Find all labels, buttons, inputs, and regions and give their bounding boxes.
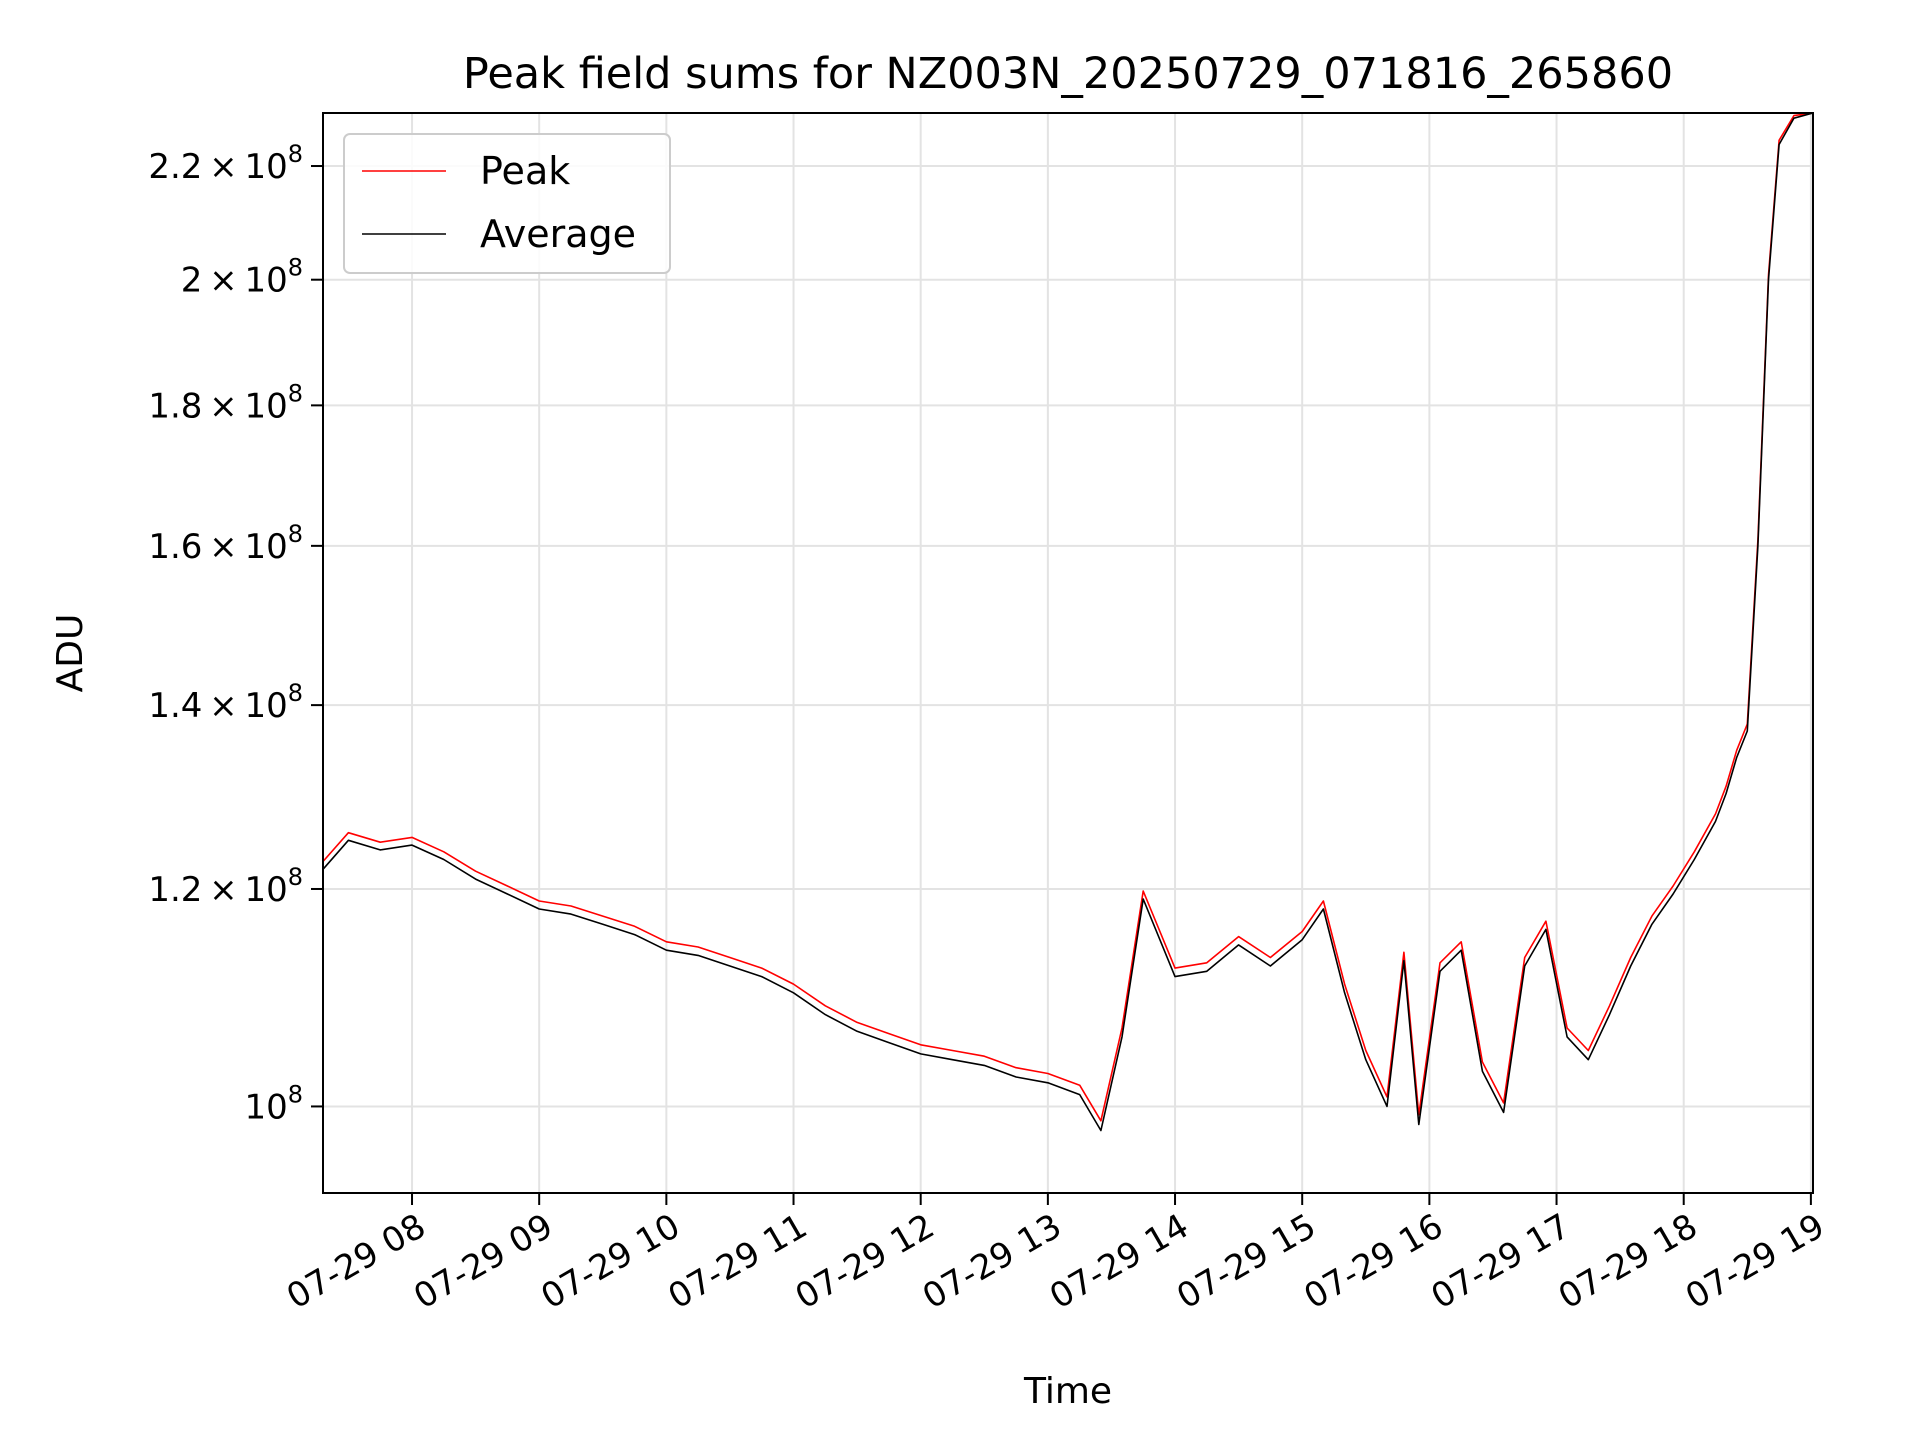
x-tick-label: 07-29 12 xyxy=(789,1206,941,1317)
x-tick-label: 07-29 09 xyxy=(407,1206,559,1317)
y-tick-label: 2 × 108 xyxy=(181,254,303,301)
x-tick-label: 07-29 19 xyxy=(1679,1206,1831,1317)
grid xyxy=(323,113,1813,1193)
legend-label-average: Average xyxy=(480,212,636,256)
x-tick-label: 07-29 17 xyxy=(1425,1206,1577,1317)
y-tick-label: 2.2 × 108 xyxy=(148,140,303,187)
x-tick-label: 07-29 08 xyxy=(280,1206,432,1317)
legend-box xyxy=(343,133,671,274)
y-axis-label: ADU xyxy=(50,614,91,693)
legend-label-peak: Peak xyxy=(480,149,570,193)
chart-title: Peak field sums for NZ003N_20250729_0718… xyxy=(463,49,1673,99)
x-tick-label: 07-29 15 xyxy=(1170,1206,1322,1317)
y-tick-label: 1.6 × 108 xyxy=(148,520,303,567)
y-tick-label: 1.8 × 108 xyxy=(148,379,303,426)
series-line-peak xyxy=(322,112,1814,1122)
legend: Peak Average xyxy=(343,133,671,274)
plot-area-frame xyxy=(322,112,1814,1194)
y-tick-label: 108 xyxy=(244,1080,303,1127)
x-tick-label: 07-29 16 xyxy=(1297,1206,1449,1317)
x-tick-label: 07-29 14 xyxy=(1043,1206,1195,1317)
y-tick-label: 1.2 × 108 xyxy=(148,863,303,910)
x-tick-label: 07-29 13 xyxy=(916,1206,1068,1317)
x-tick-label: 07-29 11 xyxy=(662,1206,814,1317)
x-tick-label: 07-29 10 xyxy=(534,1206,686,1317)
y-axis-ticks: 108 1.2 × 108 1.4 × 108 1.6 × 108 1.8 × 108 2… xyxy=(148,140,323,1127)
series-line-average xyxy=(322,112,1814,1132)
x-tick-label: 07-29 18 xyxy=(1552,1206,1704,1317)
series-layer xyxy=(322,112,1814,1132)
y-tick-label: 1.4 × 108 xyxy=(148,679,303,726)
x-axis-label: Time xyxy=(1023,1371,1112,1412)
